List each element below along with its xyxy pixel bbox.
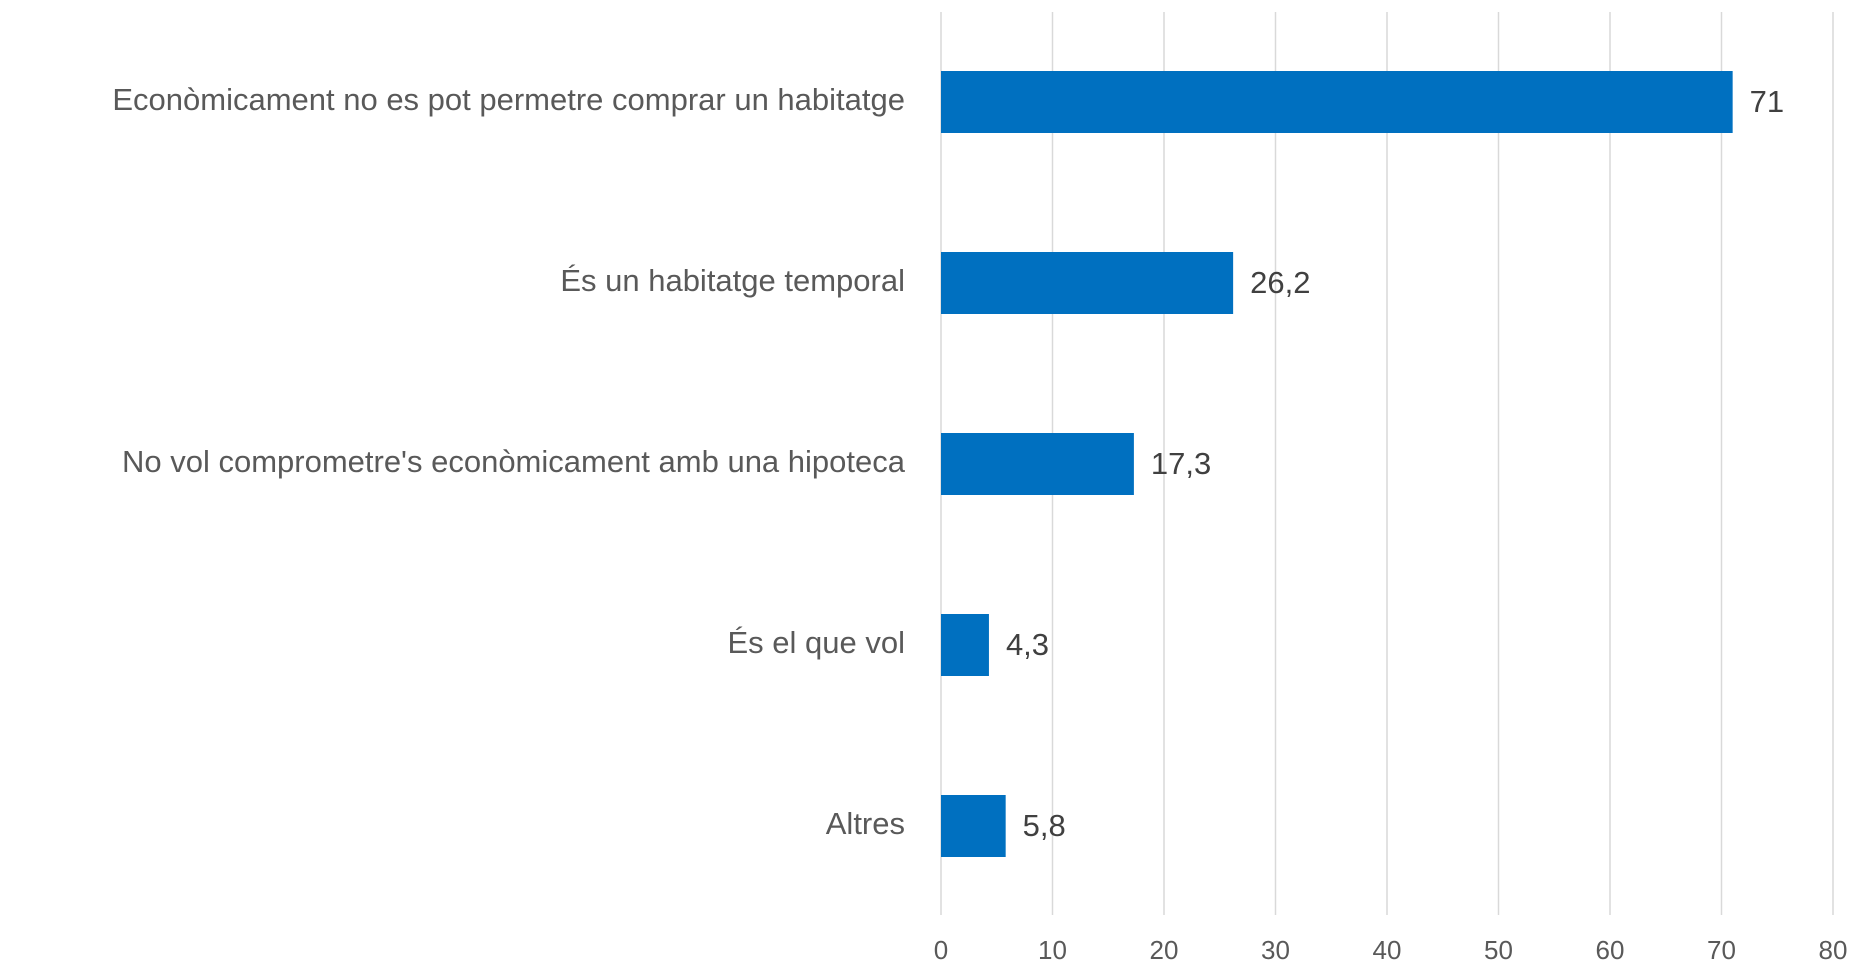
- x-tick-label: 50: [1484, 935, 1513, 965]
- category-label: Econòmicament no es pot permetre comprar…: [112, 82, 905, 117]
- value-label: 26,2: [1250, 265, 1310, 300]
- x-tick-label: 10: [1038, 935, 1067, 965]
- x-tick-label: 0: [934, 935, 948, 965]
- x-tick-label: 40: [1373, 935, 1402, 965]
- x-tick-label: 20: [1150, 935, 1179, 965]
- value-label: 71: [1750, 84, 1784, 119]
- bar: [941, 252, 1234, 314]
- value-label: 5,8: [1023, 808, 1066, 843]
- bar: [941, 433, 1134, 495]
- value-label: 4,3: [1006, 627, 1049, 662]
- category-label: Altres: [826, 806, 905, 841]
- category-label: És un habitatge temporal: [560, 263, 905, 298]
- bar: [941, 795, 1006, 857]
- x-tick-label: 30: [1261, 935, 1290, 965]
- value-label: 17,3: [1151, 446, 1211, 481]
- x-tick-label: 60: [1596, 935, 1625, 965]
- bar: [941, 614, 989, 676]
- x-tick-label: 70: [1707, 935, 1736, 965]
- x-tick-label: 80: [1819, 935, 1848, 965]
- bar: [941, 71, 1733, 133]
- category-label: No vol comprometre's econòmicament amb u…: [122, 444, 906, 479]
- category-label: És el que vol: [728, 625, 906, 660]
